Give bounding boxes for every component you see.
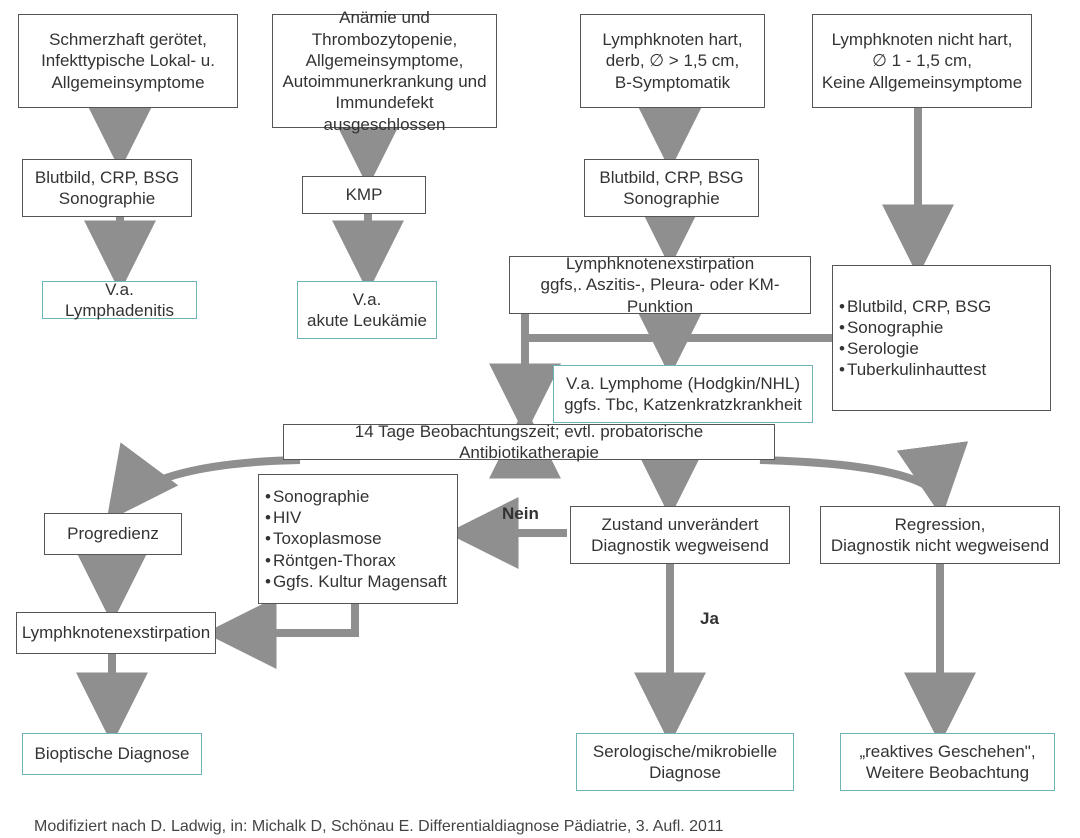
bullet: Tuberkulinhauttest bbox=[839, 359, 991, 380]
line: Serologische/mikrobielle bbox=[593, 741, 777, 762]
line: Regression, bbox=[895, 514, 986, 535]
line: derb, ∅ > 1,5 cm, bbox=[606, 50, 739, 71]
bullet: Sonographie bbox=[265, 486, 447, 507]
node-tests: SonographieHIVToxoplasmoseRöntgen-Thorax… bbox=[258, 474, 458, 604]
line: Zustand unverändert bbox=[602, 514, 759, 535]
line: 14 Tage Beobachtungszeit; evtl. probator… bbox=[290, 421, 768, 464]
line: V.a. bbox=[353, 289, 382, 310]
node-obs: 14 Tage Beobachtungszeit; evtl. probator… bbox=[283, 424, 775, 460]
line: „reaktives Geschehen", bbox=[859, 741, 1035, 762]
line: Schmerzhaft gerötet, bbox=[49, 29, 207, 50]
line: Keine Allgemeinsymptome bbox=[822, 72, 1022, 93]
line: Lymphknotenexstirpation bbox=[22, 622, 210, 643]
line: Sonographie bbox=[59, 188, 155, 209]
bullet: Sonographie bbox=[839, 317, 991, 338]
arrow-curved bbox=[760, 460, 940, 503]
node-biop: Bioptische Diagnose bbox=[22, 733, 202, 775]
line: Immundefekt ausgeschlossen bbox=[279, 92, 490, 135]
bullet: Ggfs. Kultur Magensaft bbox=[265, 571, 447, 592]
arrows-layer bbox=[0, 0, 1080, 838]
node-d1: Lymphknoten nicht hart,∅ 1 - 1,5 cm,Kein… bbox=[812, 14, 1032, 108]
node-d2: Blutbild, CRP, BSGSonographieSerologieTu… bbox=[832, 265, 1051, 411]
line: Weitere Beobachtung bbox=[866, 762, 1029, 783]
line: Diagnose bbox=[649, 762, 721, 783]
node-lke: Lymphknotenexstirpation bbox=[16, 612, 216, 654]
line: ggfs,. Aszitis-, Pleura- oder KM-Punktio… bbox=[516, 274, 804, 317]
line: Lymphknotenexstirpation bbox=[566, 253, 754, 274]
line: Diagnostik wegweisend bbox=[591, 535, 769, 556]
node-sero: Serologische/mikrobielleDiagnose bbox=[576, 733, 794, 791]
line: Progredienz bbox=[67, 523, 159, 544]
line: ggfs. Tbc, Katzenkratzkrankheit bbox=[564, 394, 802, 415]
line: Infekttypische Lokal- u. bbox=[41, 50, 215, 71]
node-a2: Blutbild, CRP, BSGSonographie bbox=[22, 159, 192, 217]
node-regr: Regression,Diagnostik nicht wegweisend bbox=[820, 506, 1060, 564]
line: V.a. Lymphome (Hodgkin/NHL) bbox=[566, 373, 800, 394]
label-nein: Nein bbox=[502, 504, 539, 524]
citation: Modifiziert nach D. Ladwig, in: Michalk … bbox=[34, 818, 724, 836]
line: Blutbild, CRP, BSG bbox=[35, 167, 179, 188]
bullet: Blutbild, CRP, BSG bbox=[839, 296, 991, 317]
node-b1: Anämie und Thrombozytopenie,Allgemeinsym… bbox=[272, 14, 497, 128]
line: Lymphknoten hart, bbox=[602, 29, 742, 50]
node-b2: KMP bbox=[302, 176, 426, 214]
node-prog: Progredienz bbox=[44, 513, 182, 555]
line: Allgemeinsymptome, bbox=[306, 50, 464, 71]
bullet: Toxoplasmose bbox=[265, 528, 447, 549]
line: Autoimmunerkrankung und bbox=[282, 71, 486, 92]
line: KMP bbox=[346, 184, 383, 205]
node-a3: V.a. Lymphadenitis bbox=[42, 281, 197, 319]
node-zust: Zustand unverändertDiagnostik wegweisend bbox=[570, 506, 790, 564]
line: akute Leukämie bbox=[307, 310, 427, 331]
node-c2: Blutbild, CRP, BSGSonographie bbox=[584, 159, 759, 217]
label-ja: Ja bbox=[700, 609, 719, 629]
node-c1: Lymphknoten hart,derb, ∅ > 1,5 cm,B-Symp… bbox=[580, 14, 765, 108]
node-a1: Schmerzhaft gerötet,Infekttypische Lokal… bbox=[18, 14, 238, 108]
line: Bioptische Diagnose bbox=[35, 743, 190, 764]
line: Diagnostik nicht wegweisend bbox=[831, 535, 1049, 556]
line: Lymphknoten nicht hart, bbox=[832, 29, 1013, 50]
line: Blutbild, CRP, BSG bbox=[599, 167, 743, 188]
bullet: HIV bbox=[265, 507, 447, 528]
node-reak: „reaktives Geschehen",Weitere Beobachtun… bbox=[840, 733, 1055, 791]
node-c4: V.a. Lymphome (Hodgkin/NHL)ggfs. Tbc, Ka… bbox=[553, 365, 813, 423]
line: Anämie und Thrombozytopenie, bbox=[279, 7, 490, 50]
line: Sonographie bbox=[623, 188, 719, 209]
arrow-elbow bbox=[219, 604, 355, 633]
node-c3: Lymphknotenexstirpationggfs,. Aszitis-, … bbox=[509, 256, 811, 314]
line: B-Symptomatik bbox=[615, 72, 730, 93]
bullet: Serologie bbox=[839, 338, 991, 359]
line: V.a. Lymphadenitis bbox=[49, 279, 190, 322]
node-b3: V.a.akute Leukämie bbox=[297, 281, 437, 339]
line: ∅ 1 - 1,5 cm, bbox=[872, 50, 972, 71]
line: Allgemeinsymptome bbox=[51, 72, 204, 93]
bullet: Röntgen-Thorax bbox=[265, 550, 447, 571]
